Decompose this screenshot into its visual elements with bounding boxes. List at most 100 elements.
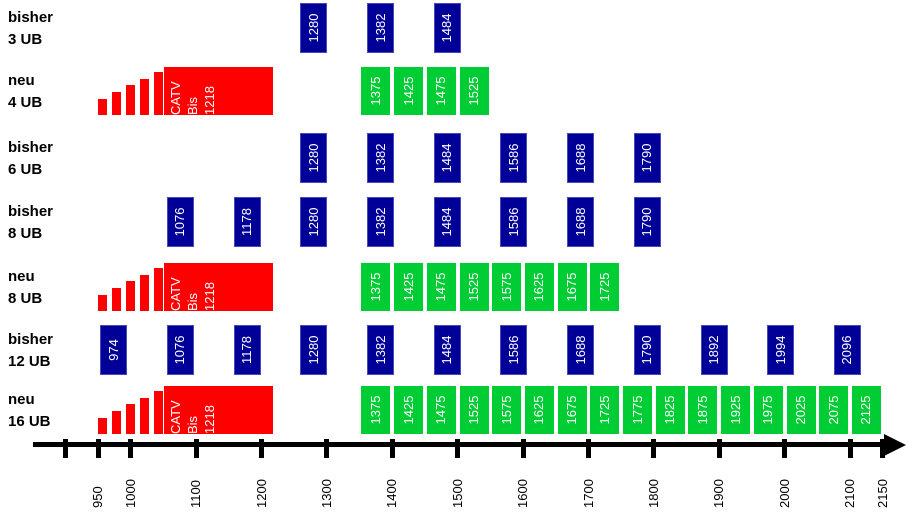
frequency-box-bisher (633, 197, 661, 247)
x-axis-tick-label: 950 (90, 486, 105, 508)
x-axis-tick-label: 1100 (188, 480, 204, 508)
x-axis-tick (847, 439, 853, 458)
catv-ramp-bar (154, 268, 163, 311)
frequency-box-neu (655, 386, 685, 434)
frequency-box-bisher (567, 325, 595, 375)
catv-ramp-bar (126, 281, 135, 311)
frequency-box-neu (459, 67, 489, 115)
frequency-box-neu (688, 386, 718, 434)
catv-block (164, 386, 274, 434)
frequency-box-bisher (500, 133, 528, 183)
catv-ramp-bar (140, 79, 149, 115)
frequency-box-bisher (700, 325, 728, 375)
row-label-neu-16ub: neu 16 UB (8, 391, 51, 430)
frequency-box-neu (721, 386, 751, 434)
x-axis-tick-label: 2150 (874, 479, 890, 508)
catv-ramp-bar (126, 85, 135, 115)
frequency-box-neu (459, 263, 489, 311)
frequency-box-bisher (433, 325, 461, 375)
catv-ramp-bar (154, 391, 163, 434)
x-axis-tick-label: 1500 (449, 479, 465, 508)
frequency-box-bisher (233, 197, 261, 247)
frequency-box-neu (394, 263, 424, 311)
frequency-box-bisher (767, 325, 795, 375)
catv-ramp-bar (140, 275, 149, 311)
x-axis-tick-label: 2000 (776, 479, 792, 508)
x-axis-tick-label: 1900 (711, 479, 727, 508)
x-axis-tick (782, 439, 788, 458)
x-axis-tick (716, 439, 722, 458)
frequency-box-bisher (433, 197, 461, 247)
frequency-box-neu (753, 386, 783, 434)
x-axis-tick (259, 439, 264, 458)
x-axis-tick (324, 439, 330, 458)
catv-ramp-bar (98, 295, 107, 311)
frequency-box-bisher (367, 325, 395, 375)
frequency-box-neu (590, 263, 620, 311)
frequency-box-neu (524, 263, 554, 311)
frequency-box-bisher (833, 325, 861, 375)
frequency-box-neu (361, 386, 391, 434)
x-axis-tick-label: 1700 (580, 479, 596, 508)
x-axis-tick-label: 1000 (122, 479, 138, 508)
row-label-bisher-6ub: bisher 6 UB (8, 139, 54, 178)
frequency-box-bisher (633, 325, 661, 375)
frequency-box-neu (492, 386, 522, 434)
frequency-box-bisher (500, 325, 528, 375)
x-axis-tick-label: 1600 (515, 479, 531, 508)
frequency-box-neu (851, 386, 881, 434)
frequency-box-neu (786, 386, 816, 434)
frequency-box-bisher (300, 197, 328, 247)
x-axis-tick (95, 439, 101, 458)
frequency-box-neu (459, 386, 489, 434)
frequency-box-bisher (367, 3, 395, 53)
catv-ramp-bar (112, 288, 121, 311)
catv-ramp-bar (112, 92, 121, 115)
x-axis-tick (455, 439, 461, 458)
x-axis-tick-label: 1400 (384, 479, 400, 508)
frequency-box-bisher (567, 133, 595, 183)
frequency-box-neu (361, 263, 391, 311)
row-label-neu-8ub: neu 8 UB (8, 268, 43, 307)
row-label-bisher-12ub: bisher 12 UB (8, 331, 54, 370)
catv-ramp-bar (140, 398, 149, 434)
catv-ramp-bar (126, 404, 135, 434)
x-axis-arrowhead-icon (884, 433, 906, 456)
x-axis-tick-label: 1800 (645, 479, 661, 508)
frequency-box-bisher (500, 197, 528, 247)
catv-ramp-bar (112, 411, 121, 434)
frequency-box-bisher (300, 325, 328, 375)
frequency-box-neu (394, 67, 424, 115)
frequency-box-neu (492, 263, 522, 311)
frequency-box-bisher (367, 133, 395, 183)
frequency-box-bisher (433, 3, 461, 53)
frequency-box-bisher (433, 133, 461, 183)
frequency-box-neu (426, 67, 456, 115)
x-axis-tick-label: 2100 (842, 479, 858, 508)
frequency-box-neu (361, 67, 391, 115)
frequency-box-bisher (100, 325, 128, 375)
frequency-box-neu (590, 386, 620, 434)
x-axis-tick (520, 439, 526, 458)
catv-ramp-bar (98, 99, 107, 115)
x-axis-tick-label: 1300 (318, 479, 334, 508)
catv-block (164, 67, 274, 115)
frequency-box-neu (394, 386, 424, 434)
frequency-box-neu (819, 386, 849, 434)
catv-block (164, 263, 274, 311)
x-axis-tick (880, 439, 886, 458)
frequency-box-bisher (567, 197, 595, 247)
row-label-bisher-8ub: bisher 8 UB (8, 203, 54, 242)
catv-ramp-bar (98, 418, 107, 434)
frequency-box-neu (623, 386, 653, 434)
frequency-box-bisher (633, 133, 661, 183)
x-axis-tick (651, 439, 657, 458)
row-label-neu-4ub: neu 4 UB (8, 72, 43, 111)
row-label-bisher-3ub: bisher 3 UB (8, 9, 54, 48)
x-axis-tick (389, 439, 395, 458)
frequency-box-bisher (300, 3, 328, 53)
x-axis-tick (62, 439, 68, 458)
x-axis-tick (586, 439, 591, 458)
x-axis-tick-label: 1200 (253, 479, 269, 508)
